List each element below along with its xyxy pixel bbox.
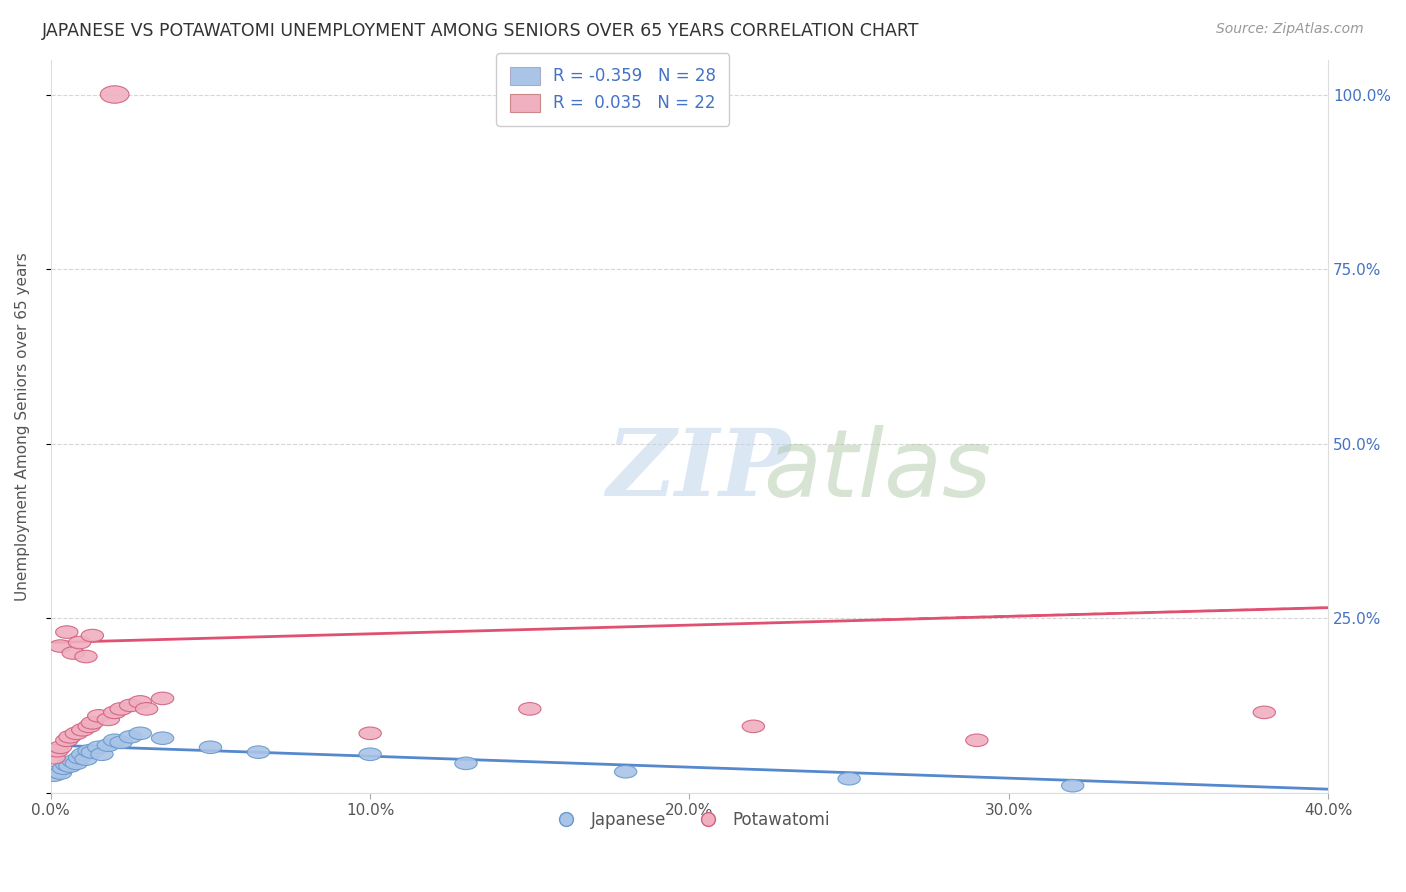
Ellipse shape xyxy=(91,748,112,761)
Text: ZIP: ZIP xyxy=(606,425,790,515)
Ellipse shape xyxy=(87,741,110,754)
Ellipse shape xyxy=(72,748,94,761)
Ellipse shape xyxy=(110,736,132,748)
Ellipse shape xyxy=(359,748,381,761)
Ellipse shape xyxy=(87,709,110,723)
Ellipse shape xyxy=(97,739,120,751)
Ellipse shape xyxy=(49,741,72,754)
Ellipse shape xyxy=(69,751,91,764)
Ellipse shape xyxy=(97,713,120,725)
Ellipse shape xyxy=(59,760,82,772)
Ellipse shape xyxy=(65,757,87,770)
Ellipse shape xyxy=(52,762,75,774)
Ellipse shape xyxy=(75,650,97,663)
Ellipse shape xyxy=(100,86,129,103)
Ellipse shape xyxy=(359,727,381,739)
Ellipse shape xyxy=(42,751,65,764)
Ellipse shape xyxy=(69,636,91,648)
Ellipse shape xyxy=(110,703,132,715)
Ellipse shape xyxy=(519,703,541,715)
Ellipse shape xyxy=(42,769,65,781)
Ellipse shape xyxy=(200,741,222,754)
Ellipse shape xyxy=(129,696,152,708)
Ellipse shape xyxy=(72,723,94,736)
Ellipse shape xyxy=(614,765,637,778)
Ellipse shape xyxy=(56,758,77,771)
Ellipse shape xyxy=(59,731,82,743)
Ellipse shape xyxy=(62,647,84,659)
Ellipse shape xyxy=(77,720,100,732)
Text: JAPANESE VS POTAWATOMI UNEMPLOYMENT AMONG SENIORS OVER 65 YEARS CORRELATION CHAR: JAPANESE VS POTAWATOMI UNEMPLOYMENT AMON… xyxy=(42,22,920,40)
Ellipse shape xyxy=(46,765,69,778)
Text: Source: ZipAtlas.com: Source: ZipAtlas.com xyxy=(1216,22,1364,37)
Ellipse shape xyxy=(152,692,174,705)
Ellipse shape xyxy=(56,626,77,639)
Ellipse shape xyxy=(152,732,174,745)
Ellipse shape xyxy=(65,727,87,739)
Ellipse shape xyxy=(46,745,69,757)
Ellipse shape xyxy=(56,734,77,747)
Text: atlas: atlas xyxy=(763,425,991,516)
Ellipse shape xyxy=(1062,780,1084,792)
Ellipse shape xyxy=(454,757,477,770)
Ellipse shape xyxy=(75,753,97,765)
Ellipse shape xyxy=(1253,706,1275,719)
Ellipse shape xyxy=(82,716,104,729)
Ellipse shape xyxy=(742,720,765,732)
Ellipse shape xyxy=(104,734,127,747)
Ellipse shape xyxy=(82,629,104,642)
Ellipse shape xyxy=(49,767,72,780)
Ellipse shape xyxy=(247,746,270,758)
Ellipse shape xyxy=(62,755,84,767)
Ellipse shape xyxy=(104,706,127,719)
Legend: Japanese, Potawatomi: Japanese, Potawatomi xyxy=(543,805,837,836)
Ellipse shape xyxy=(82,746,104,758)
Ellipse shape xyxy=(135,703,157,715)
Ellipse shape xyxy=(966,734,988,747)
Ellipse shape xyxy=(49,640,72,652)
Ellipse shape xyxy=(129,727,152,739)
Ellipse shape xyxy=(120,699,142,712)
Y-axis label: Unemployment Among Seniors over 65 years: Unemployment Among Seniors over 65 years xyxy=(15,252,30,600)
Ellipse shape xyxy=(838,772,860,785)
Ellipse shape xyxy=(77,745,100,757)
Ellipse shape xyxy=(120,731,142,743)
